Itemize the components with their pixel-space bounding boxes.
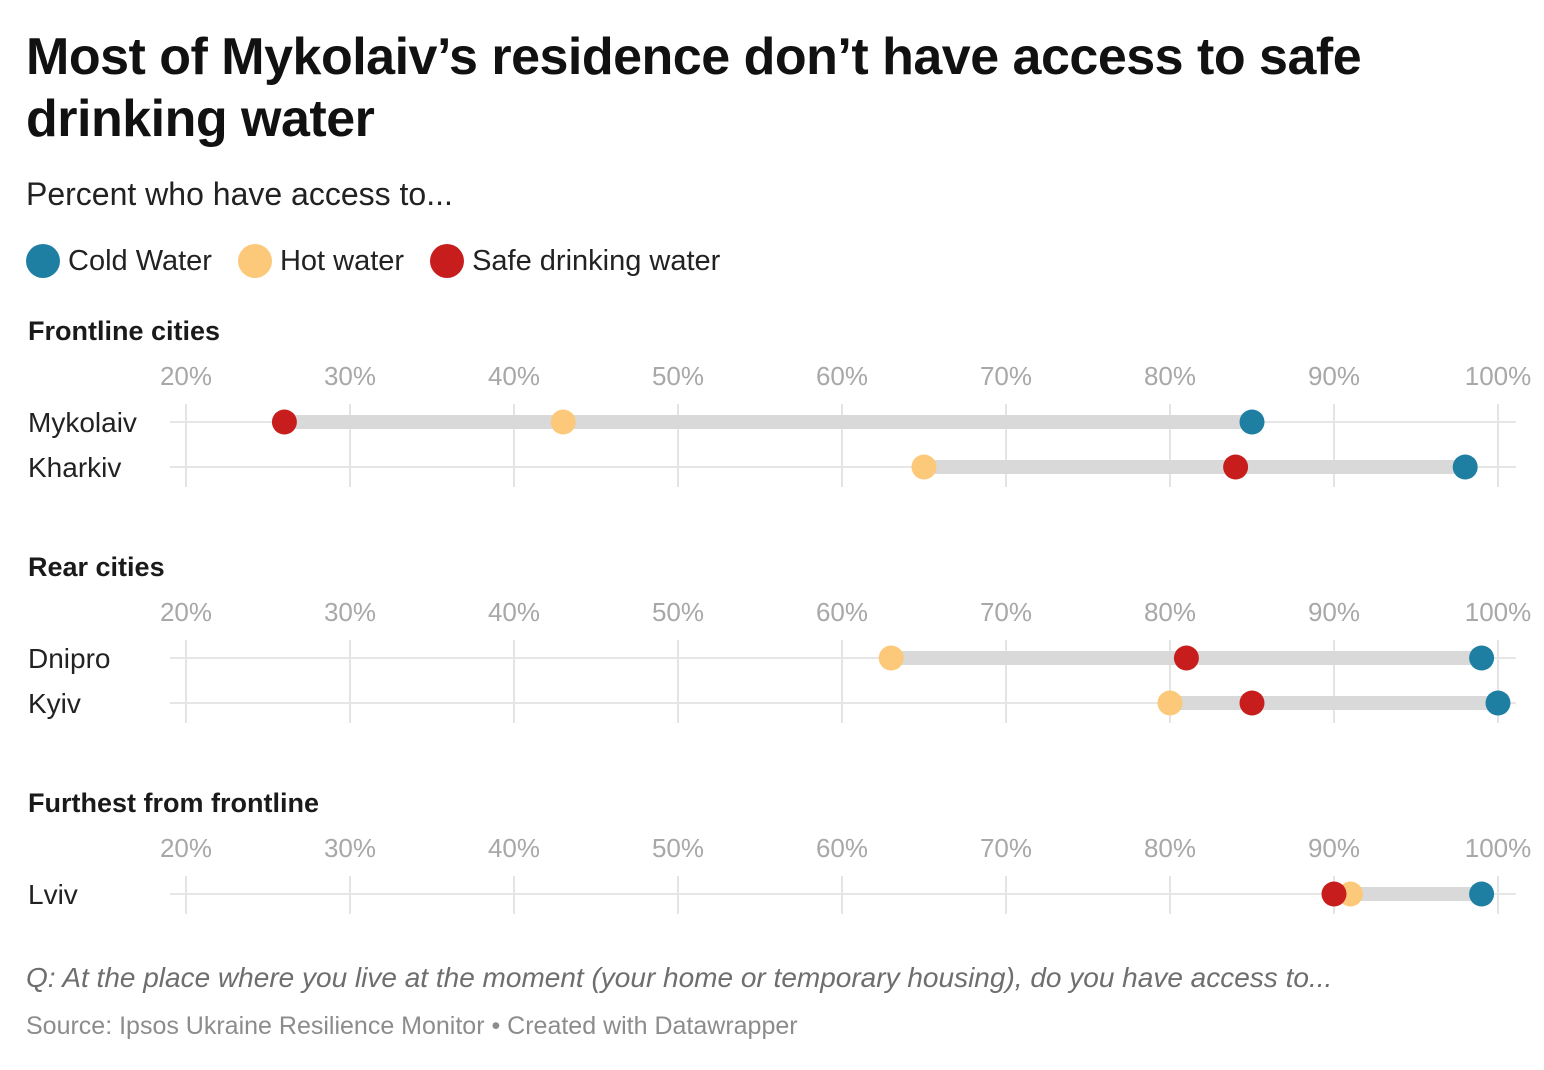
tick-label-rear-cities-100: 100% — [1465, 597, 1532, 627]
tick-label-rear-cities-90: 90% — [1308, 597, 1360, 627]
group-title-rear-cities: Rear cities — [28, 552, 165, 582]
tick-label-frontline-cities-90: 90% — [1308, 361, 1360, 391]
chart-title: Most of Mykolaiv’s residence don’t have … — [26, 28, 1362, 148]
tick-label-furthest-from-frontline-20: 20% — [160, 833, 212, 863]
dot-lviv-cold — [1469, 881, 1495, 907]
group-title-furthest-from-frontline: Furthest from frontline — [28, 788, 319, 818]
tick-label-rear-cities-70: 70% — [980, 597, 1032, 627]
tick-label-rear-cities-40: 40% — [488, 597, 540, 627]
tick-label-frontline-cities-50: 50% — [652, 361, 704, 391]
tick-label-frontline-cities-60: 60% — [816, 361, 868, 391]
tick-label-rear-cities-80: 80% — [1144, 597, 1196, 627]
tick-label-furthest-from-frontline-70: 70% — [980, 833, 1032, 863]
legend-swatch-hot-water — [237, 244, 272, 278]
legend-swatch-cold-water — [26, 244, 60, 278]
tick-label-rear-cities-20: 20% — [160, 597, 212, 627]
group-title-frontline-cities: Frontline cities — [28, 316, 220, 346]
dot-kyiv-safe — [1239, 690, 1265, 716]
dot-mykolaiv-cold — [1239, 409, 1265, 435]
dot-kharkiv-safe — [1223, 454, 1249, 480]
tick-label-furthest-from-frontline-80: 80% — [1144, 833, 1196, 863]
dot-kyiv-cold — [1485, 690, 1511, 716]
dot-lviv-safe — [1321, 881, 1347, 907]
tick-label-furthest-from-frontline-30: 30% — [324, 833, 376, 863]
dot-kharkiv-hot — [911, 454, 937, 480]
dot-kyiv-hot — [1157, 690, 1183, 716]
row-label-dnipro: Dnipro — [28, 643, 110, 674]
row-label-kharkiv: Kharkiv — [28, 452, 121, 483]
dot-dnipro-cold — [1469, 645, 1495, 671]
legend-label-safe-drinking-water: Safe drinking water — [472, 244, 721, 277]
legend: Cold Water Hot water Safe drinking water — [26, 244, 746, 278]
tick-label-frontline-cities-20: 20% — [160, 361, 212, 391]
tick-label-frontline-cities-100: 100% — [1465, 361, 1532, 391]
tick-label-furthest-from-frontline-60: 60% — [816, 833, 868, 863]
row-label-mykolaiv: Mykolaiv — [28, 407, 137, 438]
tick-label-frontline-cities-30: 30% — [324, 361, 376, 391]
tick-label-rear-cities-60: 60% — [816, 597, 868, 627]
dot-kharkiv-cold — [1452, 454, 1478, 480]
legend-item-cold-water: Cold Water — [26, 244, 212, 278]
source-note: Source: Ipsos Ukraine Resilience Monitor… — [26, 1012, 798, 1040]
tick-label-furthest-from-frontline-100: 100% — [1465, 833, 1532, 863]
range-dot-chart: Frontline cities 20% 30% 40% 50% 60% 70% 80% 90%… — [28, 316, 1532, 914]
legend-label-hot-water: Hot water — [279, 244, 405, 277]
dot-dnipro-safe — [1173, 645, 1199, 671]
tick-label-frontline-cities-40: 40% — [488, 361, 540, 391]
row-label-lviv: Lviv — [28, 879, 78, 910]
tick-label-frontline-cities-80: 80% — [1144, 361, 1196, 391]
tick-label-furthest-from-frontline-40: 40% — [488, 833, 540, 863]
tick-label-furthest-from-frontline-50: 50% — [652, 833, 704, 863]
tick-label-furthest-from-frontline-90: 90% — [1308, 833, 1360, 863]
tick-label-rear-cities-50: 50% — [652, 597, 704, 627]
legend-item-safe-drinking-water: Safe drinking water — [430, 244, 720, 278]
row-label-kyiv: Kyiv — [28, 688, 81, 719]
chart-subtitle: Percent who have access to... — [26, 176, 453, 212]
tick-label-frontline-cities-70: 70% — [980, 361, 1032, 391]
dot-mykolaiv-safe — [271, 409, 297, 435]
dot-mykolaiv-hot — [550, 409, 576, 435]
legend-label-cold-water: Cold Water — [68, 244, 212, 277]
dot-dnipro-hot — [878, 645, 904, 671]
legend-item-hot-water: Hot water — [237, 244, 405, 278]
tick-label-rear-cities-30: 30% — [324, 597, 376, 627]
legend-swatch-safe-drinking-water — [430, 244, 465, 278]
question-note: Q: At the place where you live at the mo… — [26, 962, 1333, 993]
